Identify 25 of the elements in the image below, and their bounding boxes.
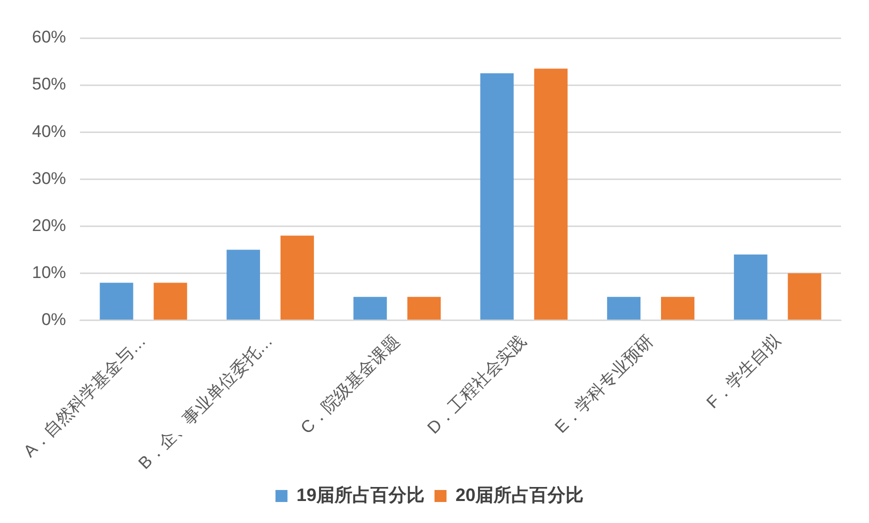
x-tick-label: C．院级基金课题 [296,331,404,438]
y-tick-label: 20% [32,216,66,235]
y-tick-label: 50% [32,74,66,94]
bar [154,282,188,320]
bar [480,73,514,320]
x-tick-label: E．学科专业预研 [551,331,657,437]
bar [100,282,134,320]
bar [407,296,441,320]
x-tick-label: D．工程社会实践 [424,331,530,438]
bar [788,273,822,320]
x-tick-label: F．学生自拟 [702,330,784,412]
y-tick-label: 30% [32,168,66,188]
y-tick-label: 40% [32,122,66,141]
y-tick-label: 60% [32,28,66,47]
bar [353,296,387,320]
legend-label: 20届所占百分比 [456,484,584,505]
y-tick-label: 10% [32,262,66,282]
bar [607,296,641,320]
y-tick-label: 0% [41,310,66,330]
legend-label: 19届所占百分比 [296,484,425,505]
bar [280,236,314,320]
bar [226,250,260,320]
bar [661,296,694,320]
bar [534,68,568,320]
bar [734,254,768,320]
